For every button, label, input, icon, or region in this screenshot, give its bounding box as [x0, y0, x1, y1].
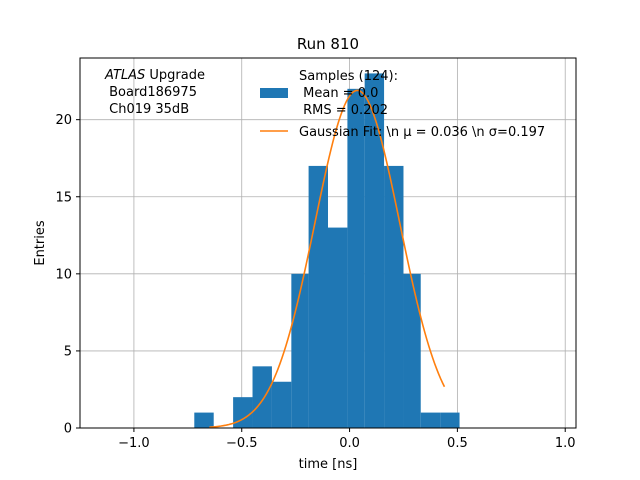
y-tick-label: 10: [55, 267, 72, 282]
legend: Samples (124): Mean = 0.0 RMS = 0.202 Ga…: [260, 69, 545, 140]
x-tick-label: 1.0: [555, 436, 576, 451]
y-tick-label: 15: [55, 190, 72, 205]
histogram-bar: [291, 273, 309, 428]
legend-fit-label: Gaussian Fit: \n μ = 0.036 \n σ=0.197: [299, 125, 545, 140]
x-axis-label: time [ns]: [299, 457, 358, 472]
plot-area-frame: [79, 57, 577, 429]
annotation-line-2: Board186975: [105, 85, 197, 100]
gaussian-fit-curve: [209, 89, 446, 429]
legend-histogram-line-3: RMS = 0.202: [299, 103, 388, 118]
annotation-line-3: Ch019 35dB: [105, 102, 189, 117]
histogram-bar: [271, 381, 292, 428]
y-axis-ticks: 0 5 10 15 20: [55, 113, 80, 437]
histogram-bar: [364, 73, 385, 429]
histogram-bar: [440, 412, 460, 428]
histogram-bar: [233, 397, 253, 428]
annotation-italic: ATLAS: [104, 68, 145, 83]
legend-histogram-line-1: Samples (124):: [299, 69, 398, 84]
y-axis-label: Entries: [33, 220, 48, 266]
x-axis-ticks: −1.0 −0.5 0.0 0.5 1.0: [118, 428, 576, 451]
histogram-bar: [403, 273, 421, 428]
x-tick-label: −0.5: [226, 436, 258, 451]
histogram-bar: [384, 165, 404, 428]
x-tick-label: 0.0: [339, 436, 360, 451]
x-tick-label: 0.5: [447, 436, 468, 451]
y-tick-label: 20: [55, 113, 72, 128]
histogram-bar: [328, 227, 348, 428]
histogram-bar: [420, 412, 441, 428]
legend-histogram-swatch: [260, 88, 288, 98]
plot-title: Run 810: [297, 35, 359, 53]
histogram-bar: [347, 88, 365, 428]
x-tick-label: −1.0: [118, 436, 150, 451]
y-tick-label: 0: [64, 422, 72, 437]
annotation-line-1: ATLAS Upgrade: [104, 68, 205, 83]
histogram-bar: [252, 366, 272, 428]
y-tick-label: 5: [64, 344, 72, 359]
annotation-rest: Upgrade: [145, 68, 205, 83]
legend-histogram-line-2: Mean = 0.0: [299, 86, 378, 101]
atlas-annotation: ATLAS Upgrade Board186975 Ch019 35dB: [104, 68, 205, 117]
histogram-bar: [194, 412, 214, 428]
